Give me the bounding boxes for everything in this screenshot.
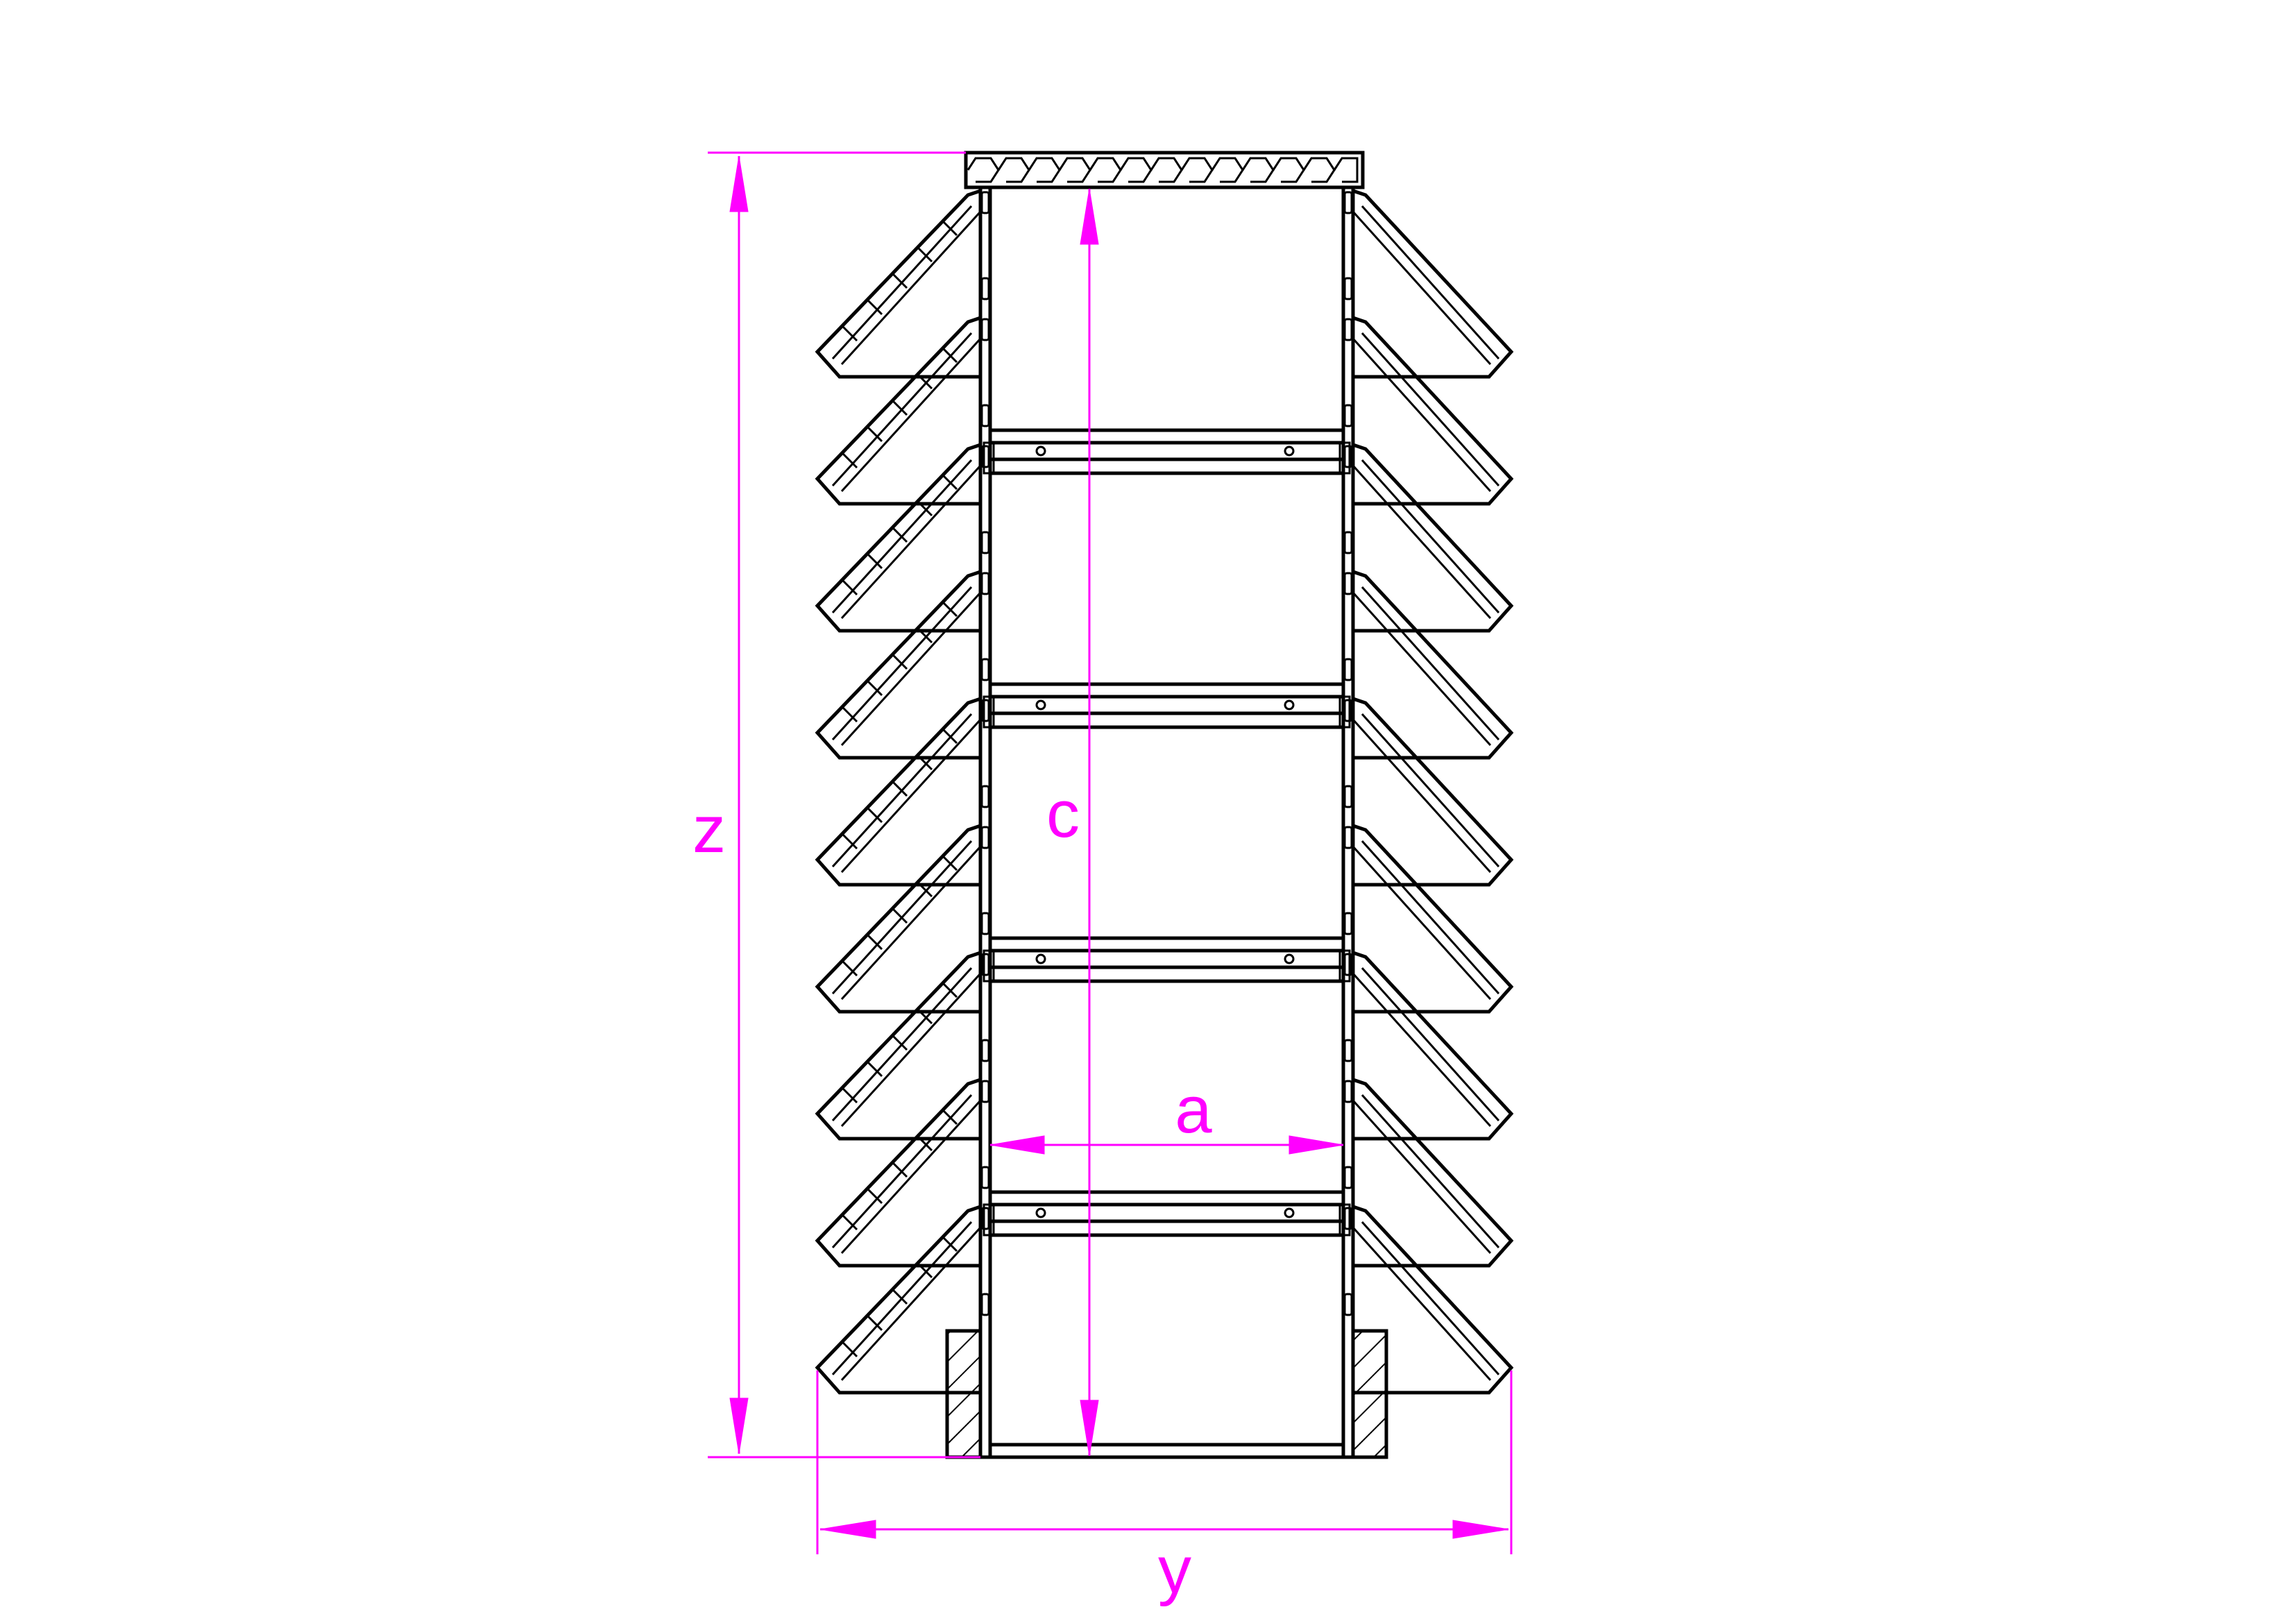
wall-clip bbox=[1343, 1166, 1353, 1189]
wall-clip bbox=[980, 191, 990, 214]
wall-clip bbox=[980, 953, 990, 976]
dimension-label-z: z bbox=[692, 792, 726, 867]
louver-left bbox=[815, 188, 983, 379]
hexagon-cell bbox=[1180, 157, 1214, 183]
shelf bbox=[983, 428, 1351, 475]
dimension-a bbox=[989, 1135, 1344, 1155]
wall-clip bbox=[1343, 531, 1353, 554]
wall-clip bbox=[1343, 404, 1353, 427]
dimension-label-y: y bbox=[1158, 1533, 1191, 1607]
shelf-screw bbox=[1035, 1207, 1046, 1218]
wall-clip bbox=[980, 658, 990, 681]
wall-clip bbox=[1343, 785, 1353, 808]
hexagon-cell bbox=[967, 157, 1000, 183]
wall-clip bbox=[1343, 953, 1353, 976]
dimension-label-a: a bbox=[1175, 1073, 1212, 1147]
shelf bbox=[983, 1190, 1351, 1237]
shelf-screw bbox=[1035, 699, 1046, 711]
hatched-base-blocks bbox=[945, 1329, 1388, 1459]
hexagon-cell bbox=[1241, 157, 1275, 183]
wall-clip bbox=[1343, 318, 1353, 341]
wall-clip bbox=[1343, 572, 1353, 595]
hexagon-cell bbox=[1333, 157, 1359, 183]
hexagon-cell bbox=[1211, 157, 1244, 183]
hexagon-cell bbox=[997, 157, 1030, 183]
hexagon-pattern-cap bbox=[964, 151, 1365, 189]
dimension-c bbox=[1080, 188, 1099, 1456]
louvers-right bbox=[1351, 188, 1514, 1395]
wall-clip bbox=[980, 1293, 990, 1316]
shelf-screw bbox=[1284, 699, 1295, 711]
wall-clip bbox=[1343, 658, 1353, 681]
hexagon-cell bbox=[1150, 157, 1183, 183]
wall-clip bbox=[980, 404, 990, 427]
wall-clip bbox=[980, 531, 990, 554]
wall-clip bbox=[1343, 912, 1353, 935]
wall-clip bbox=[980, 445, 990, 468]
hexagon-cell bbox=[1302, 157, 1336, 183]
wall-clip bbox=[980, 1039, 990, 1062]
hexagon-cell bbox=[1089, 157, 1122, 183]
wall-clip bbox=[1343, 1080, 1353, 1103]
shelf bbox=[983, 936, 1351, 983]
shelf-screw bbox=[1035, 445, 1046, 457]
shelf-screw bbox=[1284, 1207, 1295, 1218]
wall-clip bbox=[1343, 826, 1353, 849]
wall-clip bbox=[1343, 1207, 1353, 1230]
dimension-label-c: c bbox=[1046, 777, 1080, 851]
dimension-z bbox=[708, 151, 980, 1459]
wall-clip bbox=[1343, 1039, 1353, 1062]
hexagon-cell bbox=[1119, 157, 1153, 183]
hexagon-cell bbox=[1058, 157, 1091, 183]
wall-clip bbox=[980, 1207, 990, 1230]
wall-clip bbox=[1343, 277, 1353, 300]
shelf-screw bbox=[1284, 953, 1295, 965]
wall-clip bbox=[1343, 445, 1353, 468]
dimension-y bbox=[816, 1370, 1513, 1554]
wall-clip bbox=[1343, 699, 1353, 722]
hexagon-cell bbox=[1028, 157, 1061, 183]
wall-clip bbox=[1343, 191, 1353, 214]
wall-clip bbox=[980, 785, 990, 808]
wall-clip bbox=[980, 572, 990, 595]
louvers-left bbox=[815, 188, 983, 1395]
hexagon-cell bbox=[1272, 157, 1305, 183]
wall-clip bbox=[980, 826, 990, 849]
wall-clip bbox=[980, 277, 990, 300]
shelf bbox=[983, 682, 1351, 729]
wall-clip bbox=[980, 1080, 990, 1103]
body-walls bbox=[978, 187, 1355, 1459]
shelves bbox=[983, 428, 1351, 1237]
wall-clip bbox=[980, 699, 990, 722]
shelf-screw bbox=[1284, 445, 1295, 457]
shelf-screw bbox=[1035, 953, 1046, 965]
wall-clips bbox=[980, 191, 1353, 1316]
wall-clip bbox=[980, 1166, 990, 1189]
wall-clip bbox=[980, 912, 990, 935]
wall-clip bbox=[980, 318, 990, 341]
wall-clip bbox=[1343, 1293, 1353, 1316]
